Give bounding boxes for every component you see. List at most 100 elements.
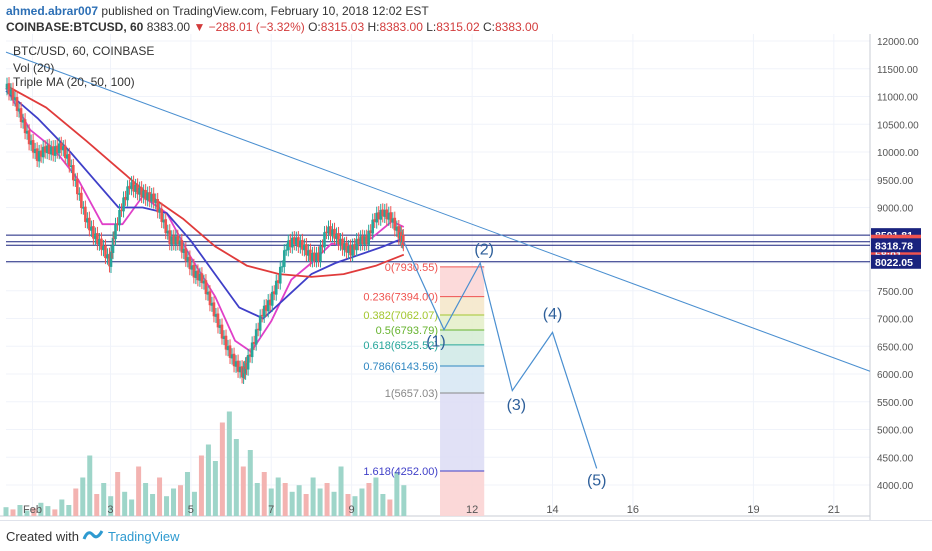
candle-body xyxy=(82,207,85,209)
candle-body xyxy=(385,209,389,220)
x-tick-label: 14 xyxy=(546,504,558,516)
volume-bar xyxy=(136,466,142,516)
candle-body xyxy=(224,335,228,350)
candle-body xyxy=(236,360,240,372)
candle-body xyxy=(220,324,224,339)
candle-body xyxy=(136,184,139,195)
volume-bar xyxy=(177,485,183,516)
candle-body xyxy=(254,329,258,345)
volume-bar xyxy=(205,444,211,516)
candle-body xyxy=(367,230,370,245)
last-price: 8383.00 xyxy=(146,20,191,34)
candle-body xyxy=(383,209,387,217)
fib-band xyxy=(440,296,485,316)
volume-bar xyxy=(80,477,86,516)
x-tick-label: 5 xyxy=(188,504,194,516)
candle-body xyxy=(373,219,377,222)
candle-body xyxy=(74,179,77,181)
volume-bar xyxy=(17,505,23,516)
volume-bar xyxy=(150,494,156,516)
down-arrow-icon: ▼ xyxy=(193,20,206,34)
candle-body xyxy=(206,291,210,295)
candle-body xyxy=(325,231,328,234)
candle-body xyxy=(92,226,95,239)
candle-body xyxy=(321,245,324,247)
y-tick-label: 10500.00 xyxy=(877,120,919,131)
volume-bar xyxy=(171,488,177,516)
fib-band xyxy=(440,315,485,330)
candle-body xyxy=(106,254,109,259)
volume-bar xyxy=(282,483,288,516)
fibonacci-extension[interactable]: 0(7930.55) 0.236(7394.00) 0.382(7062.07) 0.… xyxy=(363,262,485,516)
candle-body xyxy=(375,212,379,223)
low-value: 8315.02 xyxy=(436,20,480,34)
fib-level-label: 0.786(6143.56) xyxy=(363,361,438,373)
wave-path[interactable] xyxy=(403,241,598,469)
candle-body xyxy=(274,280,278,295)
candle-body xyxy=(391,218,395,223)
y-tick-label: 11000.00 xyxy=(877,93,918,104)
candle-body xyxy=(228,345,232,358)
candle-body xyxy=(178,240,182,245)
price-chart[interactable]: 0(7930.55) 0.236(7394.00) 0.382(7062.07) 0.… xyxy=(0,34,932,520)
candle-body xyxy=(299,240,302,248)
candle-body xyxy=(25,130,29,134)
candle-body xyxy=(13,97,17,101)
candle-body xyxy=(353,244,356,250)
fib-band xyxy=(440,471,485,516)
tradingview-brand[interactable]: TradingView xyxy=(108,529,180,544)
ma-line xyxy=(5,90,405,320)
y-tick-label: 6000.00 xyxy=(877,370,914,381)
candle-body xyxy=(158,209,162,213)
candle-body xyxy=(313,252,316,261)
volume-bar xyxy=(394,472,400,516)
candle-body xyxy=(27,130,31,145)
candle-body xyxy=(393,217,397,231)
ma-line xyxy=(5,84,405,278)
fib-band xyxy=(440,266,485,297)
time-axis[interactable]: Feb 3 5 7 9 12 14 16 19 21 xyxy=(23,504,840,516)
volume-bar xyxy=(184,472,190,516)
candle-body xyxy=(245,362,248,370)
candle-body xyxy=(59,142,63,150)
candle-body xyxy=(76,178,79,195)
candle-body xyxy=(172,235,176,245)
candle-body xyxy=(150,194,153,202)
candle-body xyxy=(138,187,141,195)
candle-body xyxy=(144,190,147,200)
candle-body xyxy=(184,248,188,261)
horizontal-levels[interactable] xyxy=(6,234,870,263)
y-tick-label: 7000.00 xyxy=(877,315,914,326)
candle-body xyxy=(166,230,170,234)
volume-bar xyxy=(87,455,93,516)
candle-body xyxy=(148,192,151,202)
candle-body xyxy=(323,232,326,248)
elliott-waves[interactable]: (1) (2) (3) (4) (5) xyxy=(403,241,607,490)
volume-bar xyxy=(212,461,218,516)
candle-body xyxy=(270,291,274,306)
candle-body xyxy=(120,209,123,211)
trendline[interactable] xyxy=(5,51,871,372)
trendline-line[interactable] xyxy=(5,51,871,372)
fib-level-label: 0.236(7394.00) xyxy=(363,292,438,304)
created-with-label: Created with xyxy=(6,529,79,544)
candle-body xyxy=(15,97,19,111)
candle-body xyxy=(109,251,113,267)
candle-body xyxy=(226,345,230,351)
candle-body xyxy=(397,226,401,239)
candle-body xyxy=(49,146,53,155)
fib-band xyxy=(440,393,485,472)
candle-body xyxy=(256,328,260,331)
chart-header: ahmed.abrar007 published on TradingView.… xyxy=(0,0,932,34)
candle-body xyxy=(182,248,186,254)
candle-body xyxy=(154,199,157,204)
wave-label: (2) xyxy=(474,242,494,259)
candle-body xyxy=(319,246,322,262)
author-link[interactable]: ahmed.abrar007 xyxy=(6,4,99,18)
candle-body xyxy=(315,253,318,262)
candle-body xyxy=(168,230,172,245)
publish-line: ahmed.abrar007 published on TradingView.… xyxy=(6,4,429,18)
candle-body xyxy=(305,244,308,256)
candle-body xyxy=(317,252,320,261)
volume-bar xyxy=(129,499,135,516)
